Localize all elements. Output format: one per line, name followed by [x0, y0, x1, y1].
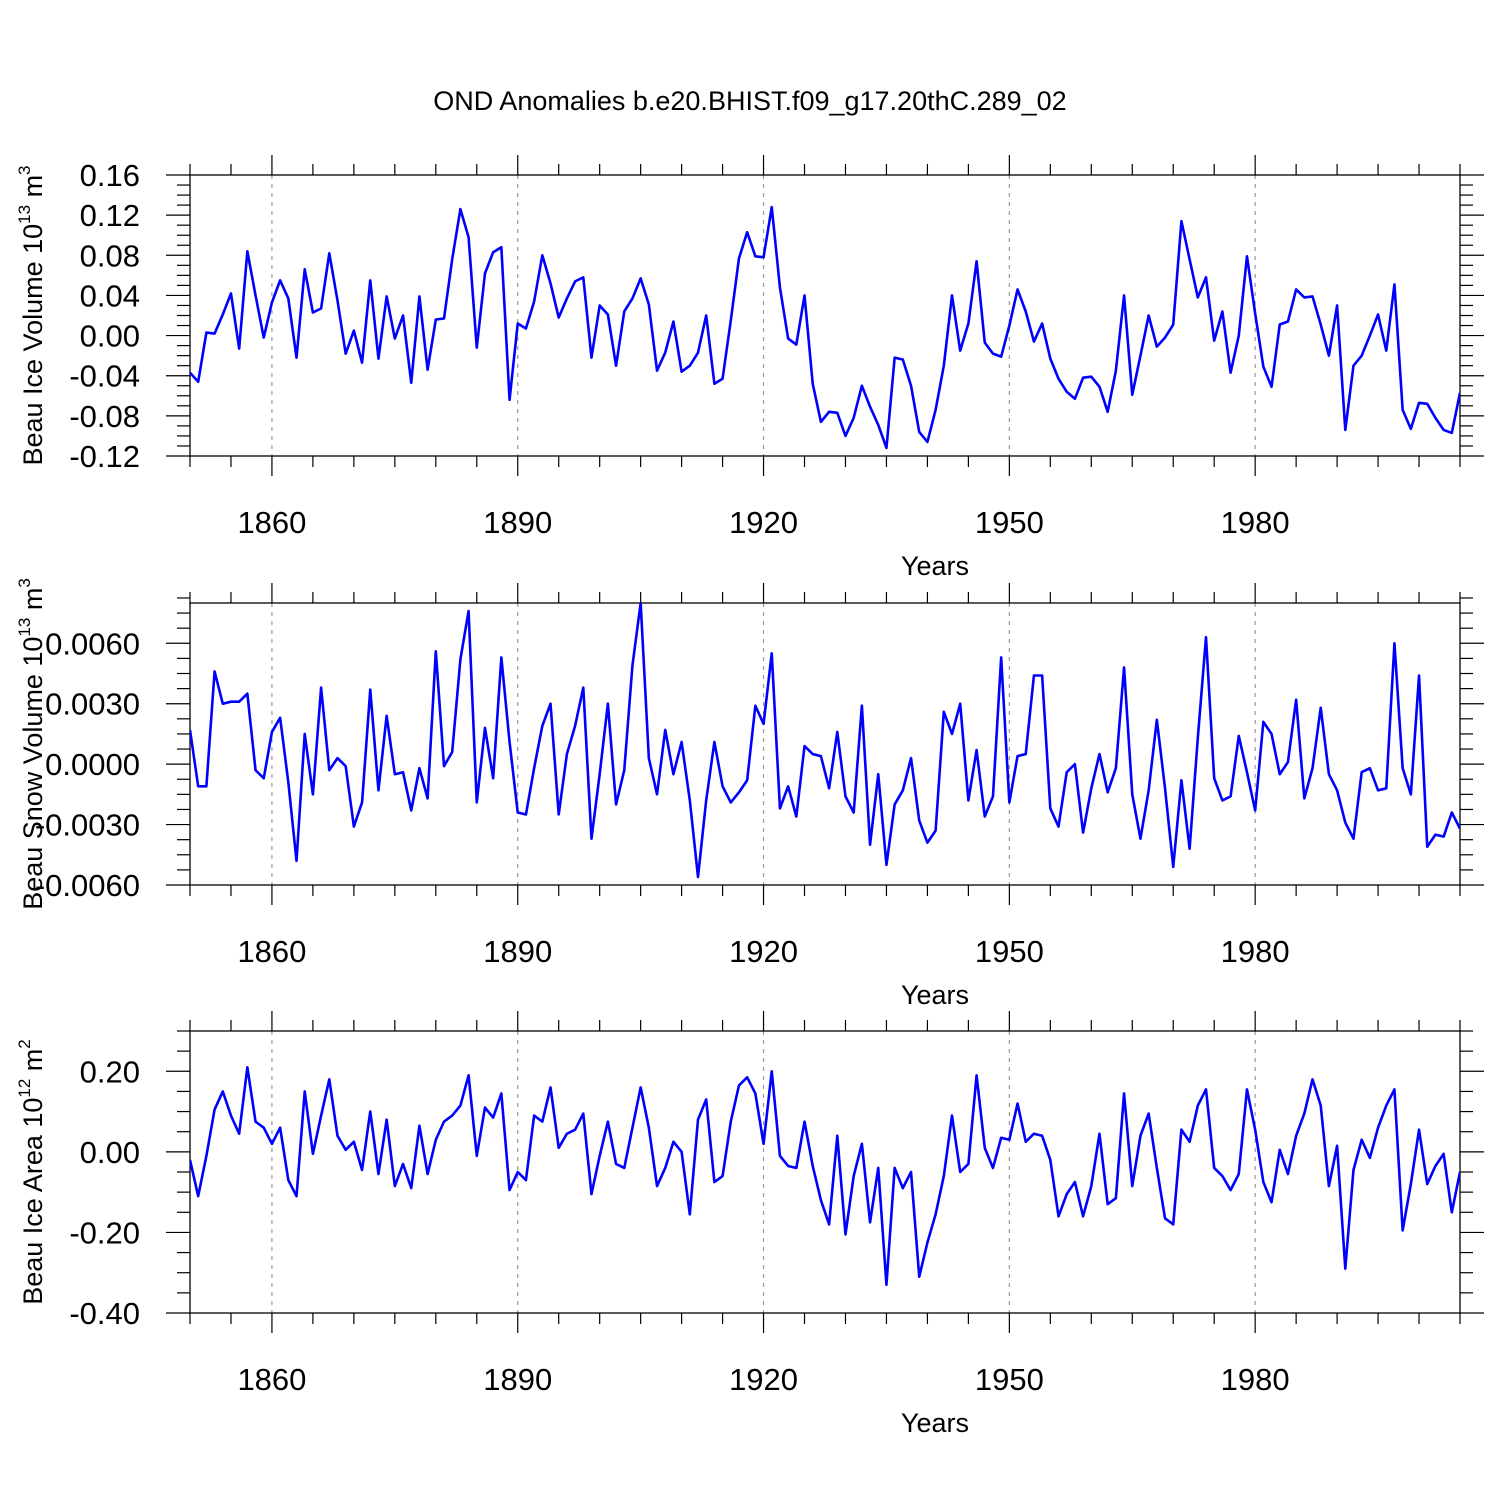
panel-3: 1860 1890 1920 1950 1980 Years -0.40 -0.20 0.00 0… [15, 1011, 1484, 1438]
y-axis-label-unit-exponent: 3 [15, 578, 34, 587]
y-axis-label: Beau Ice Volume 1013 m3 [15, 165, 48, 465]
y-axis-label-unit: m [18, 588, 48, 618]
x-tick-label-1860: 1860 [237, 1362, 306, 1397]
series-line-1-1 [190, 205, 1460, 450]
y-tick-label: -0.0030 [35, 808, 140, 843]
y-tick-label: 0.04 [80, 278, 140, 313]
x-tick-label-1890: 1890 [483, 934, 552, 969]
y-axis-label-exponent: 13 [15, 205, 34, 224]
y-tick-label: 0.00 [80, 319, 140, 354]
x-tick-label-1860: 1860 [237, 505, 306, 540]
y-tick-label: -0.20 [69, 1215, 140, 1250]
x-tick-label-1920: 1920 [729, 934, 798, 969]
panel-2: 1860 1890 1920 1950 1980 Years -0.0060 -0.0030 0… [15, 578, 1484, 1010]
y-tick-label: 0.12 [80, 198, 140, 233]
y-tick-label: 0.20 [80, 1054, 140, 1089]
x-tick-label-1980: 1980 [1221, 1362, 1290, 1397]
y-tick-label: 0.0000 [45, 747, 140, 782]
y-axis-label-text: Beau Ice Volume 10 [18, 224, 48, 466]
x-tick-label-1980: 1980 [1221, 934, 1290, 969]
y-tick-label: -0.04 [69, 359, 140, 394]
y-tick-label: -0.12 [69, 439, 140, 474]
x-axis-label: Years [901, 551, 969, 581]
y-axis-label-unit-exponent: 3 [15, 165, 34, 174]
y-tick-label: 0.16 [80, 158, 140, 193]
y-tick-label: -0.40 [69, 1296, 140, 1331]
x-axis-label: Years [901, 980, 969, 1010]
x-tick-label-1920: 1920 [729, 1362, 798, 1397]
y-axis-label-text: Beau Ice Area 10 [18, 1098, 48, 1305]
y-axis-label-exponent: 13 [15, 618, 34, 637]
x-tick-label-1950: 1950 [975, 934, 1044, 969]
x-tick-label-1980: 1980 [1221, 505, 1290, 540]
x-tick-label-1860: 1860 [237, 934, 306, 969]
y-tick-label: 0.08 [80, 238, 140, 273]
y-axis-label: Beau Ice Area 1012 m2 [15, 1039, 48, 1305]
x-tick-label-1890: 1890 [483, 505, 552, 540]
panels: 1860 1890 1920 1950 1980 Years -0.12 -0.08 -0.04… [15, 155, 1484, 1438]
series-line-2-1 [190, 603, 1460, 879]
panel-1: 1860 1890 1920 1950 1980 Years -0.12 -0.08 -0.04… [15, 155, 1484, 581]
y-tick-label: -0.08 [69, 399, 140, 434]
y-tick-label: 0.0030 [45, 687, 140, 722]
y-tick-label: 0.00 [80, 1135, 140, 1170]
y-tick-label: -0.0060 [35, 868, 140, 903]
y-axis-label-exponent: 12 [15, 1079, 34, 1098]
x-tick-label-1920: 1920 [729, 505, 798, 540]
y-axis-label: Beau Snow Volume 1013 m3 [15, 578, 48, 910]
y-axis-label-text: Beau Snow Volume 10 [18, 637, 48, 910]
figure-title: OND Anomalies b.e20.BHIST.f09_g17.20thC.… [433, 86, 1066, 116]
plot-frame [189, 1030, 1461, 1314]
x-tick-label-1950: 1950 [975, 505, 1044, 540]
y-axis-label-unit-exponent: 2 [15, 1039, 34, 1048]
x-axis-label: Years [901, 1408, 969, 1438]
y-tick-label: 0.0060 [45, 626, 140, 661]
y-axis-label-unit: m [18, 175, 48, 205]
y-axis-label-unit: m [18, 1049, 48, 1079]
series-line-3-1 [190, 1065, 1460, 1287]
x-tick-label-1950: 1950 [975, 1362, 1044, 1397]
plot-frame [189, 602, 1461, 886]
x-tick-label-1890: 1890 [483, 1362, 552, 1397]
plot-frame [189, 174, 1461, 457]
